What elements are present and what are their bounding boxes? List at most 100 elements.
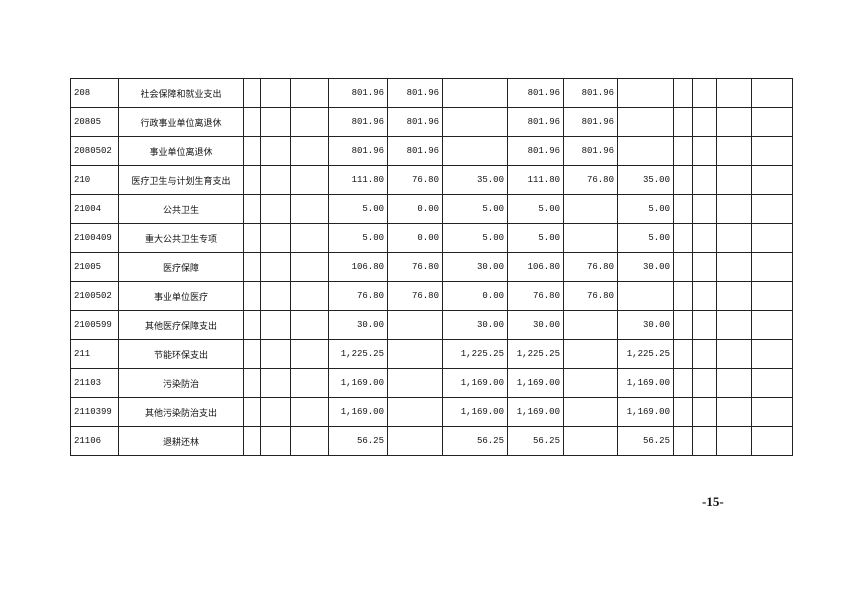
page-number: -15- — [702, 494, 724, 509]
amount-cell: 76.80 — [387, 165, 443, 195]
empty-cell — [563, 368, 618, 398]
table-row: 211 节能环保支出 1,225.25 1,225.25 1,225.25 1,225.2… — [70, 339, 793, 369]
budget-table: 208 社会保障和就业支出 801.96 801.96 801.96 801.96 2080… — [70, 78, 793, 456]
amount-cell: 1,225.25 — [328, 339, 388, 369]
amount-cell: 1,225.25 — [617, 339, 674, 369]
name-cell: 公共卫生 — [118, 194, 244, 224]
code-cell: 21005 — [70, 252, 119, 282]
empty-cell — [716, 252, 752, 282]
empty-cell — [673, 78, 693, 108]
amount-cell: 1,169.00 — [617, 368, 674, 398]
empty-cell — [243, 78, 261, 108]
code-cell: 20805 — [70, 107, 119, 137]
amount-cell: 1,169.00 — [328, 397, 388, 427]
amount-cell: 801.96 — [507, 107, 564, 137]
amount-cell: 1,169.00 — [617, 397, 674, 427]
empty-cell — [673, 310, 693, 340]
empty-cell — [243, 426, 261, 456]
amount-cell: 30.00 — [328, 310, 388, 340]
empty-cell — [260, 194, 291, 224]
amount-cell: 76.80 — [507, 281, 564, 311]
empty-cell — [290, 223, 329, 253]
amount-cell: 56.25 — [507, 426, 564, 456]
empty-cell — [673, 223, 693, 253]
name-cell: 退耕还林 — [118, 426, 244, 456]
empty-cell — [387, 310, 443, 340]
empty-cell — [260, 310, 291, 340]
amount-cell: 5.00 — [442, 223, 508, 253]
empty-cell — [716, 223, 752, 253]
empty-cell — [673, 136, 693, 166]
empty-cell — [260, 339, 291, 369]
empty-cell — [563, 397, 618, 427]
amount-cell: 1,225.25 — [507, 339, 564, 369]
empty-cell — [673, 397, 693, 427]
empty-cell — [673, 107, 693, 137]
empty-cell — [692, 107, 717, 137]
empty-cell — [387, 426, 443, 456]
empty-cell — [692, 397, 717, 427]
empty-cell — [243, 252, 261, 282]
empty-cell — [751, 426, 793, 456]
empty-cell — [243, 368, 261, 398]
amount-cell: 106.80 — [328, 252, 388, 282]
amount-cell: 801.96 — [507, 136, 564, 166]
empty-cell — [617, 281, 674, 311]
table-body: 208 社会保障和就业支出 801.96 801.96 801.96 801.96 2080… — [70, 78, 793, 456]
amount-cell: 76.80 — [387, 281, 443, 311]
amount-cell: 76.80 — [563, 281, 618, 311]
empty-cell — [290, 281, 329, 311]
name-cell: 医疗卫生与计划生育支出 — [118, 165, 244, 195]
empty-cell — [387, 339, 443, 369]
empty-cell — [260, 252, 291, 282]
empty-cell — [290, 339, 329, 369]
empty-cell — [716, 397, 752, 427]
empty-cell — [673, 426, 693, 456]
empty-cell — [563, 223, 618, 253]
amount-cell: 5.00 — [617, 223, 674, 253]
empty-cell — [673, 194, 693, 224]
name-cell: 其他医疗保障支出 — [118, 310, 244, 340]
empty-cell — [716, 194, 752, 224]
name-cell: 其他污染防治支出 — [118, 397, 244, 427]
empty-cell — [260, 78, 291, 108]
empty-cell — [243, 194, 261, 224]
code-cell: 21103 — [70, 368, 119, 398]
empty-cell — [290, 107, 329, 137]
empty-cell — [751, 339, 793, 369]
amount-cell: 0.00 — [442, 281, 508, 311]
empty-cell — [243, 107, 261, 137]
empty-cell — [673, 339, 693, 369]
empty-cell — [692, 194, 717, 224]
amount-cell: 801.96 — [387, 78, 443, 108]
empty-cell — [243, 339, 261, 369]
table-row: 21106 退耕还林 56.25 56.25 56.25 56.25 — [70, 426, 793, 456]
empty-cell — [442, 136, 508, 166]
amount-cell: 1,169.00 — [442, 397, 508, 427]
empty-cell — [563, 339, 618, 369]
table-row: 2100502 事业单位医疗 76.80 76.80 0.00 76.80 76.80 — [70, 281, 793, 311]
empty-cell — [563, 194, 618, 224]
amount-cell: 1,169.00 — [507, 368, 564, 398]
empty-cell — [692, 310, 717, 340]
amount-cell: 56.25 — [328, 426, 388, 456]
empty-cell — [692, 252, 717, 282]
name-cell: 事业单位离退休 — [118, 136, 244, 166]
empty-cell — [673, 165, 693, 195]
name-cell: 重大公共卫生专项 — [118, 223, 244, 253]
amount-cell: 30.00 — [442, 310, 508, 340]
empty-cell — [260, 281, 291, 311]
amount-cell: 801.96 — [328, 78, 388, 108]
name-cell: 行政事业单位离退休 — [118, 107, 244, 137]
empty-cell — [617, 107, 674, 137]
empty-cell — [692, 426, 717, 456]
empty-cell — [387, 368, 443, 398]
code-cell: 21004 — [70, 194, 119, 224]
table-row: 2080502 事业单位离退休 801.96 801.96 801.96 801.96 — [70, 136, 793, 166]
empty-cell — [692, 223, 717, 253]
empty-cell — [716, 107, 752, 137]
code-cell: 2100599 — [70, 310, 119, 340]
amount-cell: 35.00 — [442, 165, 508, 195]
table-row: 208 社会保障和就业支出 801.96 801.96 801.96 801.96 — [70, 78, 793, 108]
